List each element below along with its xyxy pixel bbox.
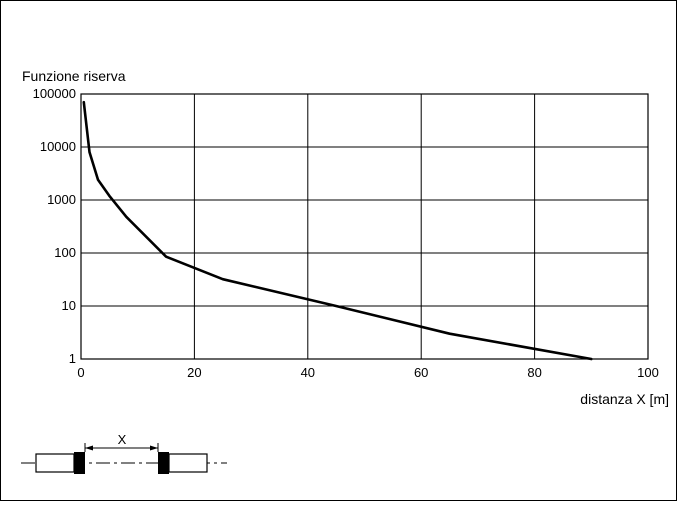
series-line	[82, 100, 593, 361]
y-tick-label: 1000	[47, 192, 76, 207]
y-tick-label: 100	[54, 245, 76, 260]
dimension-arrow-left	[85, 445, 93, 451]
dimension-arrow-right	[150, 445, 158, 451]
left-sensor-lens	[74, 452, 85, 474]
plot-area-border	[80, 93, 649, 360]
x-tick-label: 80	[527, 365, 541, 380]
y-tick-label: 100000	[33, 86, 76, 101]
y-axis-label: Funzione riserva	[22, 68, 126, 84]
x-tick-label: 100	[637, 365, 659, 380]
right-sensor-lens	[158, 452, 169, 474]
x-tick-label: 0	[77, 365, 84, 380]
y-tick-label: 1	[69, 351, 76, 366]
x-axis-label: distanza X [m]	[580, 391, 669, 407]
x-tick-label: 20	[187, 365, 201, 380]
y-tick-label: 10000	[40, 139, 76, 154]
sensor-diagram: X	[21, 432, 227, 474]
tick-labels: 0 20 40 60 80 100 1 10 100 1000 10000 100000	[33, 86, 659, 380]
grid	[80, 93, 649, 360]
x-tick-label: 40	[301, 365, 315, 380]
y-tick-label: 10	[62, 298, 76, 313]
left-sensor-body	[35, 453, 75, 473]
series-layer	[82, 100, 593, 361]
dimension-label: X	[118, 432, 127, 447]
x-tick-label: 60	[414, 365, 428, 380]
right-sensor-body	[168, 453, 208, 473]
